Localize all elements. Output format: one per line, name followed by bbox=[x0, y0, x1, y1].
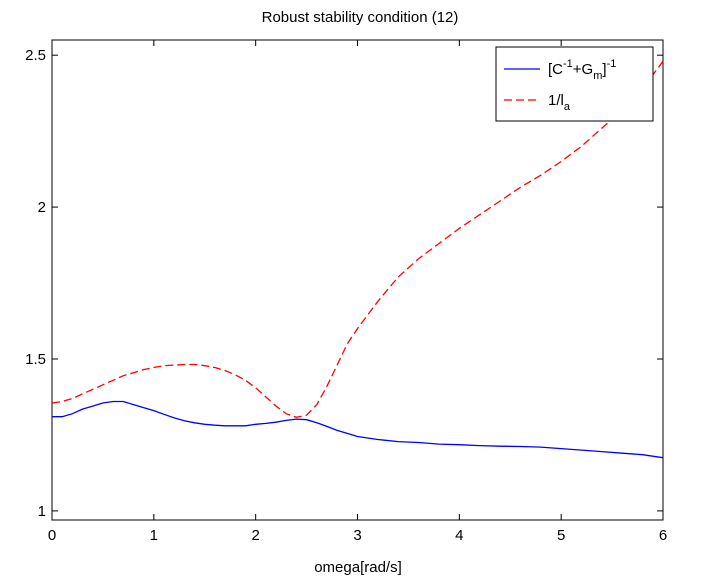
y-tick-label: 1 bbox=[38, 503, 46, 520]
y-tick-label: 2.5 bbox=[25, 47, 46, 64]
chart-title: Robust stability condition (12) bbox=[262, 9, 459, 26]
legend-label-series-2: 1/la bbox=[548, 92, 571, 113]
y-tick-label: 1.5 bbox=[25, 351, 46, 368]
x-tick-label: 0 bbox=[48, 527, 56, 544]
x-tick-label: 4 bbox=[455, 527, 463, 544]
series-line-2 bbox=[52, 60, 663, 418]
legend-box bbox=[495, 46, 654, 122]
legend-label-series-1: [C-1+Gm]-1 bbox=[548, 58, 616, 82]
x-tick-label: 1 bbox=[150, 527, 158, 544]
x-tick-label: 2 bbox=[251, 527, 259, 544]
axis-ticks: 0 1 2 3 4 5 611.522.5 bbox=[25, 40, 667, 544]
x-tick-label: 3 bbox=[353, 527, 361, 544]
x-tick-label: 5 bbox=[557, 527, 565, 544]
x-tick-label: 6 bbox=[659, 527, 667, 544]
series-lines bbox=[52, 60, 663, 459]
legend: [C-1+Gm]-1 1/la bbox=[495, 46, 654, 122]
y-tick-label: 2 bbox=[38, 199, 46, 216]
x-axis-label: omega[rad/s] bbox=[314, 559, 402, 576]
series-line-1 bbox=[52, 400, 663, 459]
